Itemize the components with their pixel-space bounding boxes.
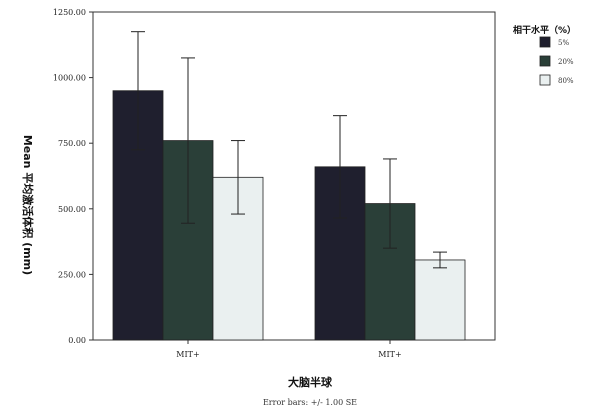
y-axis-label: Mean 平均激活体积 (mm) [21, 135, 35, 275]
y-tick-label: 1000.00 [53, 74, 86, 83]
error-bar [333, 115, 347, 219]
y-tick-label: 500.00 [58, 205, 86, 214]
legend-swatch [539, 74, 551, 86]
error-bar [383, 158, 397, 249]
y-tick-label: 1250.00 [53, 8, 86, 17]
x-axis-categories: MIT+ MIT+ [176, 340, 402, 359]
error-bar [231, 140, 245, 215]
x-axis-label: 大脑半球 [288, 375, 333, 389]
y-tick-label: 0.00 [68, 336, 86, 345]
y-axis-ticks: 0.00 250.00 500.00 750.00 1000.00 1250.00 [53, 8, 93, 345]
legend: 相干水平（%） 5% 20% 80% [513, 24, 576, 86]
bars [112, 90, 466, 341]
x-category-label: MIT+ [176, 350, 199, 359]
error-bar [181, 57, 195, 224]
legend-label: 5% [558, 39, 569, 47]
x-category-label: MIT+ [378, 350, 401, 359]
legend-swatch [539, 55, 551, 67]
legend-swatch [539, 36, 551, 48]
legend-title: 相干水平（%） [513, 24, 576, 36]
y-tick-label: 250.00 [58, 270, 86, 279]
legend-label: 20% [558, 58, 574, 66]
plot-frame [92, 11, 496, 341]
y-tick-label: 750.00 [58, 139, 86, 148]
error-bar [433, 251, 447, 269]
bar-80pct-group-2 [414, 259, 466, 341]
error-bar [131, 31, 145, 151]
legend-label: 80% [558, 77, 574, 85]
error-bar-caption: Error bars: +/- 1.00 SE [263, 398, 357, 407]
error-bars [131, 31, 447, 269]
